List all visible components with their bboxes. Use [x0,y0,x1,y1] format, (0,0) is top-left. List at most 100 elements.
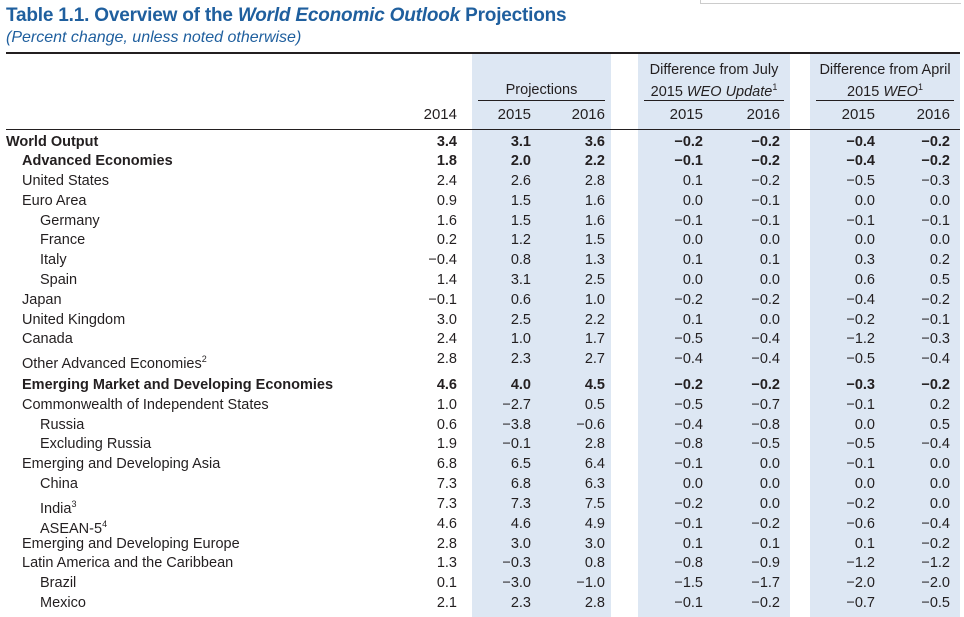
row-label: India3 [40,499,77,517]
cell-value: −0.1 [502,436,531,452]
cell-value: −0.2 [751,173,780,189]
row-label: Japan [22,292,62,308]
cell-value: 1.0 [436,397,457,413]
footnote-marker: 2 [201,354,207,364]
cell-value: 2.2 [584,153,605,169]
cell-value: −0.3 [502,555,531,571]
table-row: Mexico 2.1 2.3 2.8 −0.1 −0.2 −0.7 −0.5 [0,594,964,613]
cell-value: −0.2 [846,312,875,328]
cell-value: 0.6 [510,292,531,308]
row-label: France [40,232,86,248]
cell-value: −0.2 [921,134,950,150]
cell-value: 1.5 [510,213,531,229]
cell-value: 1.2 [510,232,531,248]
cell-value: 0.6 [854,272,875,288]
table-row: Brazil 0.1 −3.0 −1.0 −1.5 −1.7 −2.0 −2.0 [0,574,964,593]
cell-value: 2.1 [436,595,457,611]
cell-value: −0.5 [751,436,780,452]
cell-value: 2.8 [584,173,605,189]
cell-value: 0.0 [759,496,780,512]
cell-value: 6.4 [584,456,605,472]
projections-band [472,54,611,617]
cell-value: 0.9 [436,193,457,209]
cell-value: 0.0 [929,476,950,492]
cell-value: −2.0 [846,575,875,591]
cell-value: −0.2 [921,292,950,308]
cell-value: −0.8 [674,436,703,452]
cell-value: 0.8 [584,555,605,571]
cell-value: 0.0 [759,476,780,492]
diff-april-header: Difference from April 2015 WEO1 [819,62,951,100]
table-row: China 7.3 6.8 6.3 0.0 0.0 0.0 0.0 [0,475,964,494]
cell-value: 1.3 [436,555,457,571]
year-header: 2016 [746,106,780,123]
cell-value: −0.2 [751,516,780,532]
table-row: Canada 2.4 1.0 1.7 −0.5 −0.4 −1.2 −0.3 [0,330,964,349]
cell-value: 0.1 [682,173,703,189]
cell-value: 0.8 [510,252,531,268]
row-label: Latin America and the Caribbean [22,555,234,571]
table-row: Emerging and Developing Europe 2.8 3.0 3.0 0… [0,535,964,554]
table-row: Other Advanced Economies2 2.8 2.3 2.7 −0.4 −0… [0,350,964,372]
cell-value: 1.6 [584,193,605,209]
year-header: 2016 [571,106,605,123]
row-label: Advanced Economies [22,153,173,169]
diff-july-underline [644,100,784,101]
cell-value: −0.1 [846,213,875,229]
year-header: 2015 [841,106,875,123]
cell-value: −0.1 [846,456,875,472]
top-rule [6,52,960,54]
cell-value: 0.1 [682,312,703,328]
cell-value: −0.2 [921,536,950,552]
cell-value: −0.4 [846,134,875,150]
cell-value: −0.4 [674,351,703,367]
cell-value: −0.3 [921,173,950,189]
cell-value: 4.5 [584,377,605,393]
cell-value: 0.1 [854,536,875,552]
cell-value: −3.8 [502,417,531,433]
diff-april-underline [816,100,954,101]
cell-value: −0.5 [674,331,703,347]
cell-value: 2.8 [584,595,605,611]
cell-value: 0.2 [436,232,457,248]
cell-value: 2.3 [510,351,531,367]
cell-value: −1.2 [921,555,950,571]
cell-value: 0.1 [436,575,457,591]
cell-value: −0.1 [428,292,457,308]
cell-value: −2.7 [502,397,531,413]
cell-value: 1.0 [584,292,605,308]
diff-july-band [638,54,790,617]
cell-value: −0.7 [751,397,780,413]
table-row: World Output 3.4 3.1 3.6 −0.2 −0.2 −0.4 −0.2 [0,133,964,152]
cell-value: −0.5 [846,351,875,367]
cell-value: 0.1 [682,252,703,268]
cell-value: −0.1 [674,595,703,611]
diff-april-band [810,54,960,617]
cell-value: −0.1 [846,397,875,413]
cell-value: −0.1 [921,312,950,328]
cell-value: 6.3 [584,476,605,492]
cell-value: 1.3 [584,252,605,268]
cell-value: −1.5 [674,575,703,591]
row-label: United Kingdom [22,312,126,328]
cell-value: 3.0 [584,536,605,552]
cell-value: −0.2 [751,153,780,169]
cell-value: 6.8 [436,456,457,472]
header-rule [6,129,960,130]
cell-value: 2.4 [436,331,457,347]
cell-value: −0.2 [674,496,703,512]
row-label: Canada [22,331,73,347]
cell-value: 4.6 [436,516,457,532]
row-label: China [40,476,78,492]
row-label: Emerging and Developing Asia [22,456,221,472]
table-row: ASEAN-54 4.6 4.6 4.9 −0.1 −0.2 −0.6 −0.4 [0,515,964,537]
cell-value: 1.9 [436,436,457,452]
cell-value: 2.6 [510,173,531,189]
cell-value: 2.8 [584,436,605,452]
cell-value: 0.6 [436,417,457,433]
cell-value: 3.0 [436,312,457,328]
cell-value: 1.0 [510,331,531,347]
cell-value: −0.7 [846,595,875,611]
cell-value: 2.8 [436,351,457,367]
cell-value: −0.4 [751,351,780,367]
